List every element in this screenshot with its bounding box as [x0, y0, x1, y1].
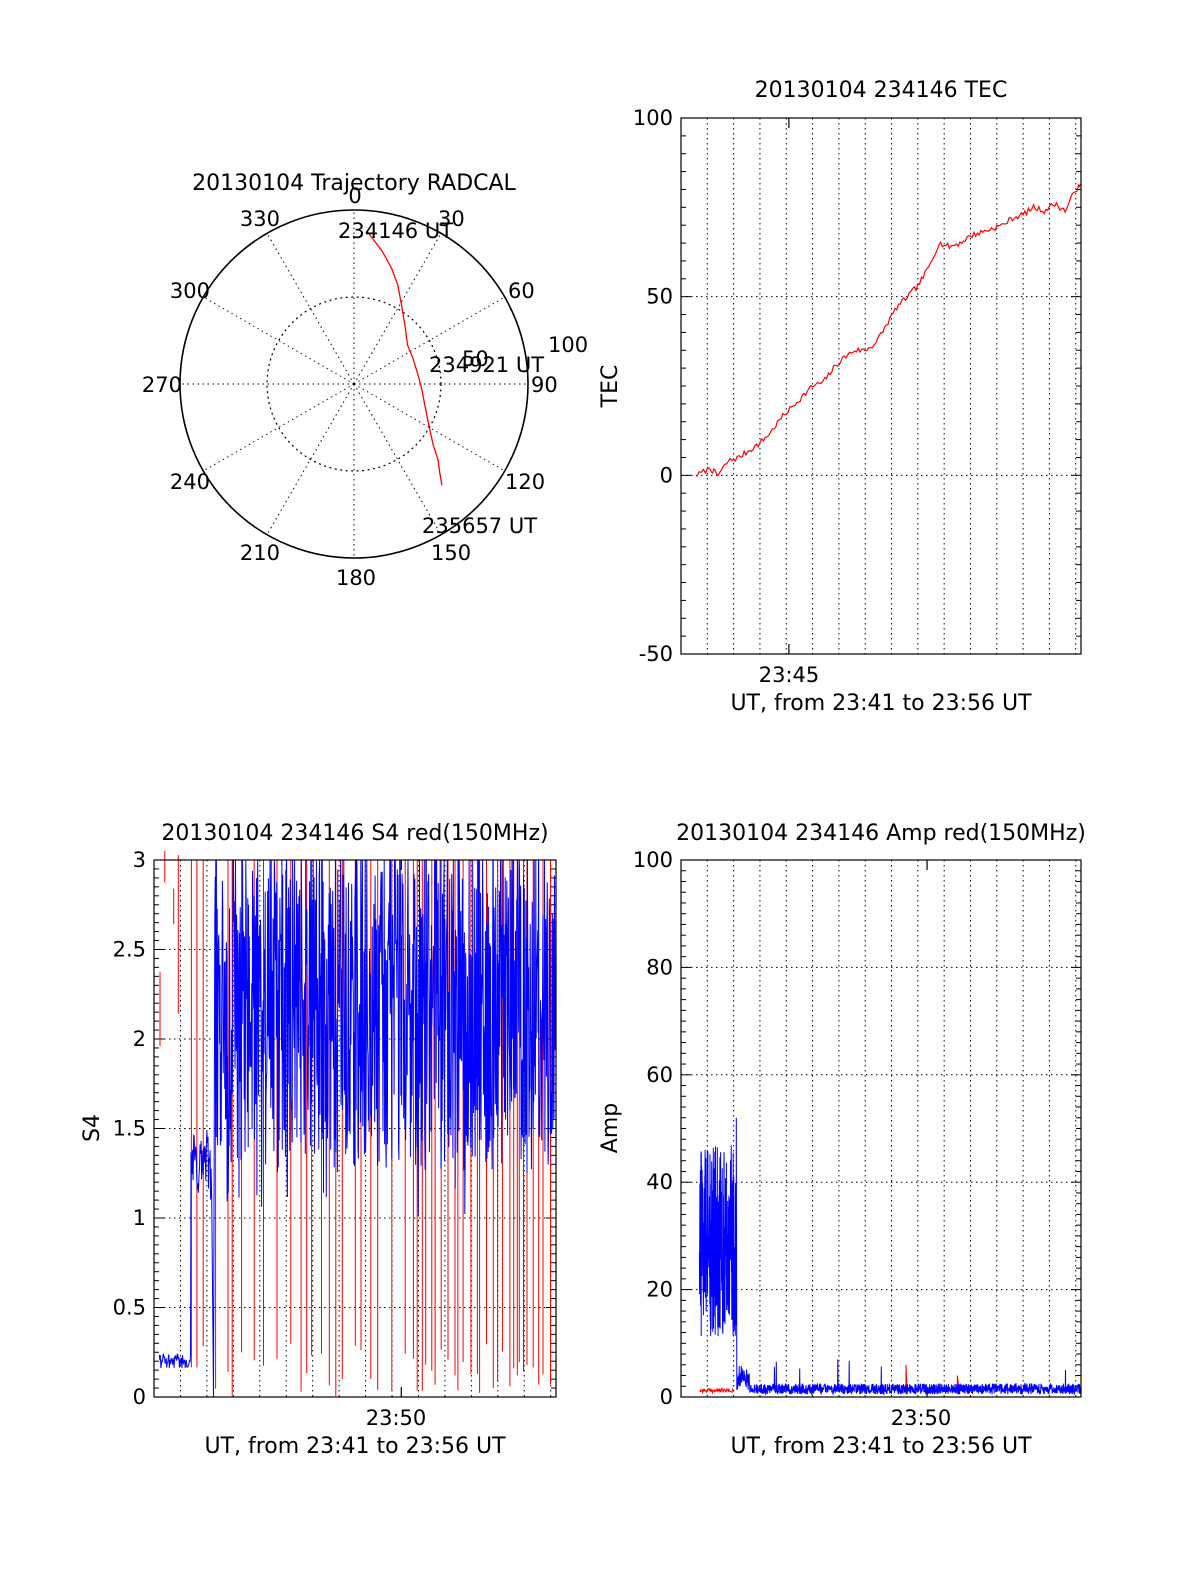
amp-title: 20130104 234146 Amp red(150MHz)	[676, 821, 1086, 846]
tec-series-line	[696, 183, 1082, 478]
y-tick-label: 1	[133, 1206, 146, 1230]
tec-plot: 20130104 234146 TEC -50 0 50 100 23:45 UT, …	[598, 78, 1082, 716]
amp-plot: 20130104 234146 Amp red(150MHz) 0 20 40 60 8…	[598, 821, 1086, 1459]
tec-y-tick-labels: -50 0 50 100	[633, 106, 673, 666]
mid-time-label: 234921 UT	[429, 353, 544, 377]
s4-x-tick-label: 23:50	[366, 1406, 427, 1430]
tec-y-axis-label: TEC	[598, 365, 623, 409]
amp-x-tick-label: 23:50	[891, 1406, 952, 1430]
amp-x-axis-label: UT, from 23:41 to 23:56 UT	[730, 1434, 1032, 1459]
angle-tick-label: 150	[431, 541, 471, 565]
polar-spoke	[353, 383, 505, 472]
amp-grid	[681, 860, 1081, 1397]
polar-spoke	[266, 383, 355, 535]
angle-tick-label: 270	[142, 373, 182, 397]
s4-frame	[153, 859, 557, 1398]
y-tick-label: 100	[633, 106, 673, 130]
trajectory-plot: 20130104 Trajectory RADCAL 0 30 60 90 120 150…	[142, 171, 588, 590]
y-tick-label: 100	[633, 848, 673, 872]
y-tick-label: 60	[646, 1063, 673, 1087]
polar-grid	[180, 210, 528, 558]
angle-tick-labels: 0 30 60 90 120 150 180 210 240 270 300 330	[142, 184, 558, 590]
angle-tick-label: 30	[438, 207, 465, 231]
angle-tick-label: 300	[170, 279, 210, 303]
polar-spoke	[353, 383, 442, 535]
y-tick-label: 0.5	[113, 1296, 146, 1320]
tec-x-tick-label: 23:45	[759, 663, 820, 687]
tec-frame	[680, 117, 1082, 655]
s4-x-axis-label: UT, from 23:41 to 23:56 UT	[204, 1434, 506, 1459]
polar-outer-ring	[179, 209, 529, 559]
y-tick-label: 1.5	[113, 1117, 146, 1141]
y-tick-label: 80	[646, 955, 673, 979]
angle-tick-label: 60	[508, 279, 535, 303]
y-tick-label: 40	[646, 1170, 673, 1194]
s4-blue-series	[158, 859, 557, 1398]
tec-title: 20130104 234146 TEC	[755, 78, 1008, 103]
angle-tick-label: 90	[531, 373, 558, 397]
angle-tick-label: 330	[240, 207, 280, 231]
y-tick-label: 2	[133, 1027, 146, 1051]
angle-tick-label: 120	[505, 470, 545, 494]
trajectory-line	[366, 231, 443, 486]
y-tick-label: 20	[646, 1278, 673, 1302]
amp-y-tick-labels: 0 20 40 60 80 100	[633, 848, 673, 1409]
angle-tick-label: 240	[170, 470, 210, 494]
polar-spoke	[353, 233, 442, 385]
amp-frame	[680, 859, 1082, 1398]
y-tick-label: 3	[133, 848, 146, 872]
polar-spoke	[353, 296, 505, 385]
polar-spoke	[203, 296, 355, 385]
s4-y-axis-label: S4	[80, 1114, 105, 1142]
amp-y-axis-label: Amp	[598, 1103, 623, 1153]
y-tick-label: -50	[639, 642, 673, 666]
tec-grid	[681, 118, 1081, 654]
angle-tick-label: 210	[240, 541, 280, 565]
radial-tick-50: 50	[462, 347, 489, 371]
polar-spoke	[266, 233, 355, 385]
y-tick-label: 0	[660, 1385, 673, 1409]
s4-title: 20130104 234146 S4 red(150MHz)	[161, 821, 548, 846]
tec-minor-ticks	[681, 117, 1081, 655]
y-tick-label: 0	[133, 1385, 146, 1409]
amp-minor-ticks	[681, 859, 1081, 1398]
end-time-label: 235657 UT	[422, 514, 537, 538]
tec-x-axis-label: UT, from 23:41 to 23:56 UT	[730, 691, 1032, 716]
polar-spoke	[203, 383, 355, 472]
s4-y-tick-labels: 0 0.5 1 1.5 2 2.5 3	[113, 848, 146, 1409]
y-tick-label: 2.5	[113, 938, 146, 962]
radial-tick-100: 100	[548, 333, 588, 357]
trajectory-title: 20130104 Trajectory RADCAL	[192, 171, 516, 196]
angle-tick-label: 0	[348, 184, 361, 208]
s4-plot: 20130104 234146 S4 red(150MHz) 0 0.5 1 1.5 2…	[80, 821, 557, 1459]
polar-inner-ring	[266, 296, 442, 472]
amp-blue-series	[698, 1117, 1082, 1396]
y-tick-label: 50	[646, 285, 673, 309]
angle-tick-label: 180	[336, 566, 376, 590]
start-time-label: 234146 UT	[338, 219, 453, 243]
y-tick-label: 0	[660, 463, 673, 487]
